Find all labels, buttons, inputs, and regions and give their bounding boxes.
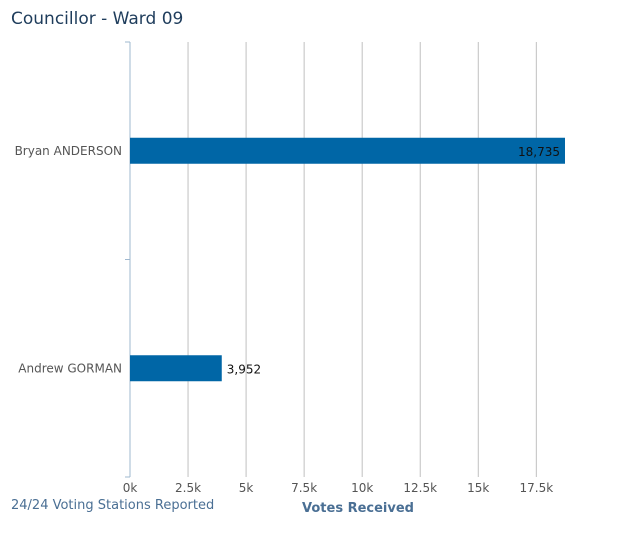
bar bbox=[130, 137, 565, 164]
x-tick-label: 2.5k bbox=[175, 481, 201, 495]
chart-title: Councillor - Ward 09 bbox=[11, 9, 184, 29]
x-tick-label: 17.5k bbox=[519, 481, 553, 495]
bar bbox=[130, 355, 222, 382]
x-tick-label: 7.5k bbox=[291, 481, 317, 495]
category-label: Bryan ANDERSON bbox=[15, 144, 122, 158]
grid-layer bbox=[187, 42, 537, 477]
x-tick-label: 10k bbox=[351, 481, 373, 495]
axis-layer bbox=[125, 41, 131, 478]
x-tick-label: 0k bbox=[123, 481, 138, 495]
data-label: 18,735 bbox=[518, 145, 560, 159]
x-tick-label: 15k bbox=[467, 481, 489, 495]
category-label: Andrew GORMAN bbox=[18, 361, 122, 375]
x-axis-title: Votes Received bbox=[302, 501, 414, 516]
label-layer: 0k 2.5k 5k 7.5k 10k 12.5k 15k 17.5k Bryan ANDERS… bbox=[15, 144, 560, 495]
x-tick-label: 5k bbox=[239, 481, 254, 495]
data-label: 3,952 bbox=[227, 362, 261, 376]
bar-layer bbox=[130, 137, 565, 382]
voting-stations-status: 24/24 Voting Stations Reported bbox=[11, 498, 215, 513]
x-tick-label: 12.5k bbox=[403, 481, 437, 495]
